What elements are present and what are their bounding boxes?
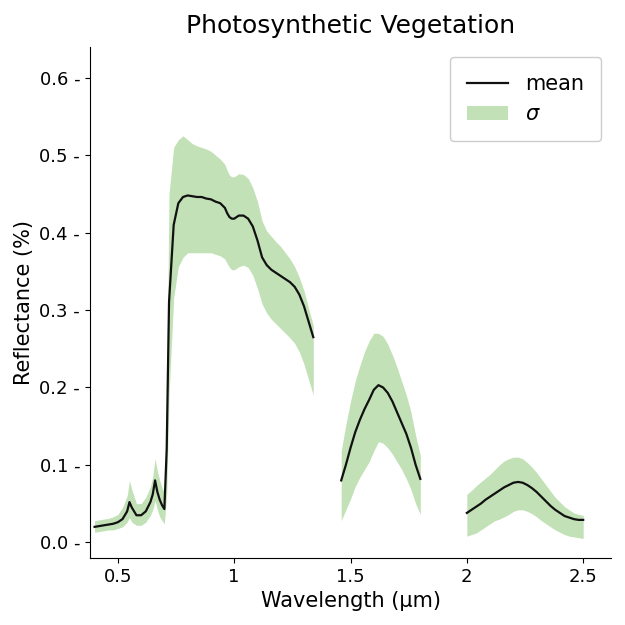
X-axis label: Wavelength (μm): Wavelength (μm) bbox=[261, 591, 441, 611]
Y-axis label: Reflectance (%): Reflectance (%) bbox=[14, 220, 34, 385]
Legend: mean, $\sigma$: mean, $\sigma$ bbox=[450, 58, 601, 141]
Title: Photosynthetic Vegetation: Photosynthetic Vegetation bbox=[186, 14, 515, 38]
